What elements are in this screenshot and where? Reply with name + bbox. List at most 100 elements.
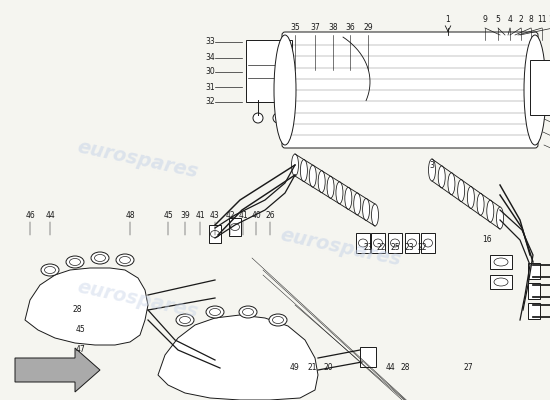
Ellipse shape [424, 239, 432, 247]
Text: 29: 29 [363, 24, 373, 32]
Text: 27: 27 [463, 364, 473, 372]
Text: 28: 28 [73, 306, 82, 314]
Text: 26: 26 [265, 210, 275, 220]
Bar [528, 303, 540, 319]
Text: 23: 23 [363, 244, 373, 252]
Text: 43: 43 [210, 210, 220, 220]
Ellipse shape [243, 308, 254, 316]
Ellipse shape [354, 193, 361, 215]
Ellipse shape [119, 256, 130, 264]
Text: 38: 38 [328, 24, 338, 32]
FancyBboxPatch shape [530, 60, 550, 115]
Text: 34: 34 [205, 54, 215, 62]
Ellipse shape [327, 176, 334, 198]
Ellipse shape [362, 198, 370, 220]
Ellipse shape [494, 258, 508, 266]
Text: 47: 47 [75, 346, 85, 354]
Ellipse shape [269, 314, 287, 326]
Bar [528, 263, 540, 279]
Text: 41: 41 [195, 210, 205, 220]
Ellipse shape [448, 173, 455, 195]
Text: 31: 31 [205, 82, 215, 92]
Ellipse shape [318, 171, 325, 193]
Polygon shape [15, 348, 100, 392]
Text: 32: 32 [205, 98, 215, 106]
Bar [421, 233, 435, 253]
Ellipse shape [494, 278, 508, 286]
Ellipse shape [458, 180, 465, 202]
Text: 46: 46 [25, 210, 35, 220]
Text: 22: 22 [376, 244, 386, 252]
Polygon shape [25, 268, 148, 345]
Text: 33: 33 [205, 38, 215, 46]
Text: 1: 1 [446, 16, 450, 24]
Text: 44: 44 [385, 364, 395, 372]
Text: 20: 20 [323, 364, 333, 372]
Ellipse shape [408, 239, 416, 247]
Ellipse shape [373, 239, 382, 247]
Text: 37: 37 [310, 24, 320, 32]
Ellipse shape [211, 230, 219, 238]
Ellipse shape [179, 316, 190, 324]
Text: 41: 41 [238, 210, 248, 220]
Text: 21: 21 [307, 364, 317, 372]
Ellipse shape [206, 306, 224, 318]
Bar [490, 255, 512, 269]
Text: 45: 45 [75, 326, 85, 334]
Ellipse shape [300, 160, 307, 182]
Ellipse shape [359, 239, 367, 247]
Ellipse shape [477, 193, 484, 215]
Bar [528, 283, 540, 299]
Bar [209, 225, 221, 243]
Bar [371, 233, 385, 253]
Text: 45: 45 [163, 210, 173, 220]
Ellipse shape [91, 252, 109, 264]
Text: 3: 3 [430, 160, 434, 170]
Text: 4: 4 [508, 16, 513, 24]
Ellipse shape [468, 186, 474, 208]
Text: 10: 10 [548, 16, 550, 24]
Text: 40: 40 [251, 210, 261, 220]
Ellipse shape [292, 154, 299, 176]
Text: 9: 9 [482, 16, 487, 24]
Ellipse shape [66, 256, 84, 268]
Text: 39: 39 [180, 210, 190, 220]
Bar [388, 233, 402, 253]
Ellipse shape [95, 254, 106, 262]
Text: 30: 30 [205, 68, 215, 76]
Ellipse shape [438, 166, 445, 188]
Bar [490, 275, 512, 289]
Ellipse shape [390, 239, 399, 247]
Ellipse shape [487, 200, 494, 222]
Ellipse shape [230, 224, 239, 230]
Ellipse shape [336, 182, 343, 204]
Ellipse shape [116, 254, 134, 266]
Text: eurospares: eurospares [75, 138, 200, 182]
Text: 16: 16 [482, 236, 492, 244]
Text: 2: 2 [519, 16, 524, 24]
Text: 5: 5 [496, 16, 500, 24]
FancyBboxPatch shape [246, 40, 292, 102]
Text: eurospares: eurospares [75, 278, 200, 322]
Bar [360, 347, 376, 367]
Text: 48: 48 [125, 210, 135, 220]
Ellipse shape [274, 35, 296, 145]
Ellipse shape [239, 306, 257, 318]
Circle shape [273, 113, 283, 123]
Text: 23: 23 [404, 244, 414, 252]
Ellipse shape [309, 165, 316, 187]
Text: eurospares: eurospares [279, 226, 403, 270]
Ellipse shape [69, 258, 80, 266]
Text: 36: 36 [345, 24, 355, 32]
Text: 28: 28 [400, 364, 410, 372]
Circle shape [253, 113, 263, 123]
Text: 49: 49 [290, 364, 300, 372]
Ellipse shape [41, 264, 59, 276]
Text: 44: 44 [45, 210, 55, 220]
Bar [356, 233, 370, 253]
Text: 25: 25 [390, 244, 400, 252]
Text: 35: 35 [290, 24, 300, 32]
Ellipse shape [524, 35, 546, 145]
Bar [405, 233, 419, 253]
Ellipse shape [272, 316, 283, 324]
